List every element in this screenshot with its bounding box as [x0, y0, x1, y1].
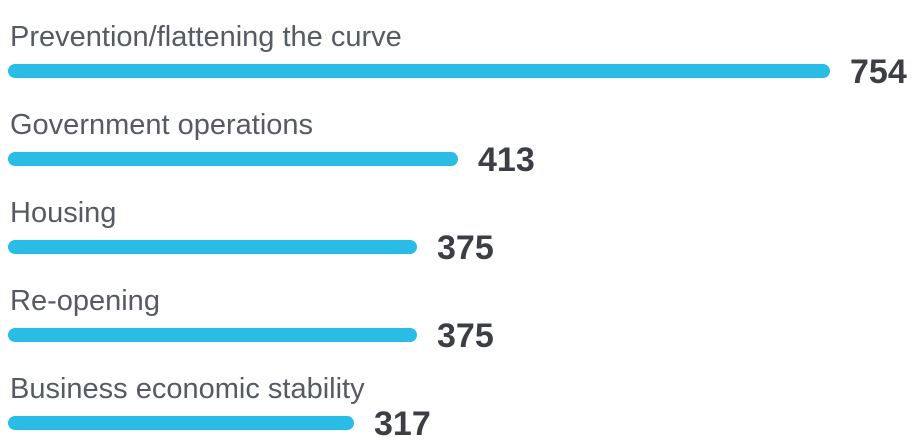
bar-row: Business economic stability 317: [0, 354, 915, 442]
category-label: Government operations: [10, 109, 314, 141]
bar: [8, 416, 354, 430]
bar: [8, 240, 417, 254]
value-label: 375: [437, 317, 494, 355]
category-label: Re-opening: [10, 285, 160, 317]
bar-row: Prevention/flattening the curve 754: [0, 2, 915, 90]
value-label: 375: [437, 229, 494, 267]
value-label: 317: [374, 405, 431, 443]
bar: [8, 152, 458, 166]
value-label: 754: [850, 53, 907, 91]
category-label: Prevention/flattening the curve: [10, 21, 402, 53]
bar: [8, 64, 830, 78]
category-label: Housing: [10, 197, 117, 229]
bar-row: Re-opening 375: [0, 266, 915, 354]
bar-row: Government operations 413: [0, 90, 915, 178]
bar-row: Housing 375: [0, 178, 915, 266]
category-label: Business economic stability: [10, 373, 365, 405]
bar: [8, 328, 417, 342]
value-label: 413: [478, 141, 535, 179]
